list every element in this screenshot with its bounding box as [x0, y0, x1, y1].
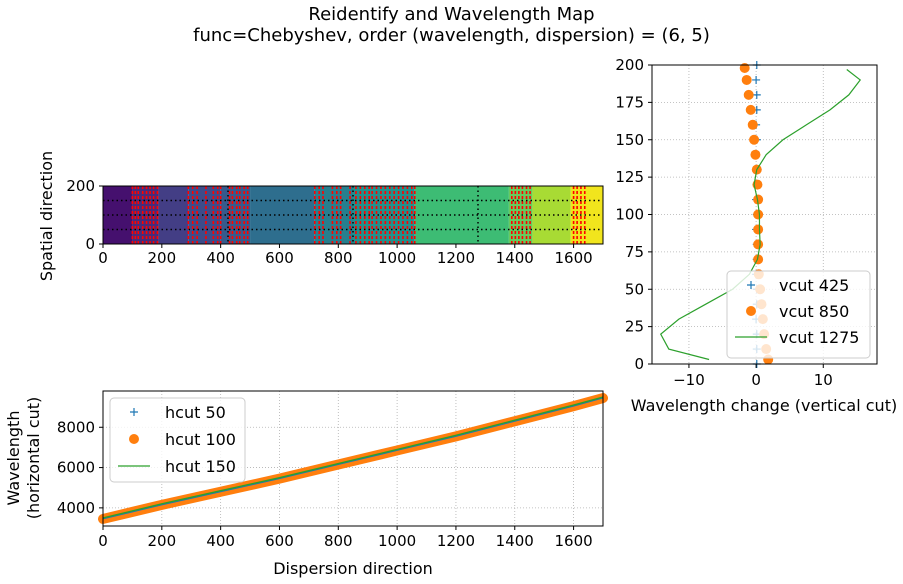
- data-point: [749, 134, 760, 145]
- x-tick-label: 200: [148, 532, 177, 550]
- x-tick-label: 10: [814, 371, 833, 389]
- y-axis-label-line2: (horizontal cut): [24, 397, 43, 520]
- x-tick-label: 600: [265, 532, 294, 550]
- map-band: [132, 186, 159, 244]
- y-tick-label: 50: [625, 280, 644, 298]
- x-axis-label: Wavelength change (vertical cut): [631, 396, 897, 415]
- legend-label: vcut 1275: [779, 328, 859, 347]
- plot-frame: [102, 390, 604, 527]
- map-band: [508, 186, 533, 244]
- x-axis-label: Dispersion direction: [273, 559, 433, 578]
- wavelength-map-panel: 0 200 400 600 800 1000 1200 1400 1600 0 200 Spatial…: [37, 151, 604, 281]
- y-tick-label: 200: [615, 56, 644, 74]
- x-tick-label: 1000: [378, 249, 416, 267]
- legend-box: [726, 270, 871, 359]
- x-tick-label: 1000: [378, 532, 416, 550]
- data-point: [753, 239, 764, 250]
- data-point: [750, 149, 761, 160]
- x-tick-label: 0: [98, 532, 108, 550]
- data-point: [739, 62, 750, 73]
- data-point: [753, 224, 764, 235]
- data-point: [741, 74, 752, 85]
- horizontal-cut-panel: 0 200 400 600 800 1000 1200 1400 1600 4000 6000 800…: [4, 390, 608, 578]
- data-point: [747, 119, 758, 130]
- y-tick-label: 0: [634, 355, 644, 373]
- x-tick-label: 1600: [554, 532, 592, 550]
- map-band: [414, 186, 509, 244]
- y-tick-label: 25: [625, 318, 644, 336]
- legend-box: [109, 397, 246, 483]
- x-tick-label: −10: [673, 371, 705, 389]
- data-point: [743, 89, 754, 100]
- map-frame: [102, 185, 604, 245]
- legend-swatch: [129, 434, 139, 444]
- x-tick-label: 1200: [437, 532, 475, 550]
- x-tick-label: 0: [751, 371, 761, 389]
- y-tick-label: 150: [615, 131, 644, 149]
- y-axis-label-line1: Wavelength: [4, 411, 23, 506]
- y-tick-label: 175: [615, 93, 644, 111]
- y-tick-label: 8000: [57, 418, 95, 436]
- y-tick-label: 200: [66, 177, 95, 195]
- legend-label: vcut 425: [779, 276, 849, 295]
- series-line: [102, 397, 604, 520]
- y-axis-label: Spatial direction: [37, 151, 56, 281]
- y-tick-label: 100: [615, 206, 644, 224]
- legend-swatch: [747, 281, 755, 289]
- x-tick-label: 1200: [437, 249, 475, 267]
- series-line: [659, 69, 862, 361]
- figure-title: Reidentify and Wavelength Map: [308, 4, 595, 25]
- y-tick-label: 75: [625, 243, 644, 261]
- x-tick-label: 400: [206, 532, 235, 550]
- legend-label: vcut 850: [779, 302, 849, 321]
- data-point: [753, 194, 764, 205]
- x-tick-label: 1400: [496, 532, 534, 550]
- data-point: [752, 90, 761, 99]
- y-tick-label: 6000: [57, 459, 95, 477]
- x-tick-label: 0: [98, 249, 108, 267]
- legend-label: hcut 50: [165, 403, 226, 422]
- data-point: [752, 75, 761, 84]
- data-point: [753, 209, 764, 220]
- x-tick-label: 200: [148, 249, 177, 267]
- y-tick-label: 0: [85, 235, 95, 253]
- figure-subtitle: func=Chebyshev, order (wavelength, dispe…: [193, 25, 710, 46]
- x-tick-label: 800: [324, 249, 353, 267]
- map-band: [353, 186, 415, 244]
- data-point: [745, 104, 756, 115]
- map-band: [250, 186, 315, 244]
- legend-label: hcut 150: [165, 457, 236, 476]
- y-tick-label: 4000: [57, 499, 95, 517]
- x-tick-label: 1600: [554, 249, 592, 267]
- x-tick-label: 800: [324, 532, 353, 550]
- legend-swatch: [130, 408, 138, 416]
- x-tick-label: 400: [206, 249, 235, 267]
- x-tick-label: 1400: [496, 249, 534, 267]
- y-tick-label: 125: [615, 168, 644, 186]
- legend-label: hcut 100: [165, 430, 236, 449]
- legend-swatch: [746, 306, 756, 316]
- series-line: [102, 396, 604, 519]
- map-band: [532, 186, 571, 244]
- x-tick-label: 600: [265, 249, 294, 267]
- map-band: [158, 186, 189, 244]
